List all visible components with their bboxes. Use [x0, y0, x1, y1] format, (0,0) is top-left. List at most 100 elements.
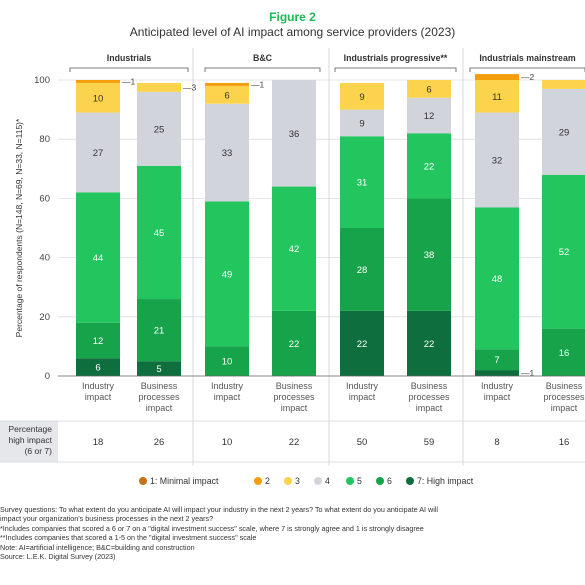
- bar-segment: [205, 346, 249, 376]
- high-impact-value: 59: [424, 437, 435, 448]
- legend-label: 4: [325, 476, 330, 486]
- stacked-bar-chart: Percentage of respondents (N=148, N=69, …: [0, 48, 585, 486]
- bar-segment: [76, 82, 120, 113]
- bar-segment: [205, 82, 249, 86]
- bar-segment: [137, 91, 181, 166]
- bar-value-label: 12: [424, 111, 435, 122]
- bar-segment: [475, 80, 519, 113]
- group-bracket: [204, 67, 321, 72]
- bar-segment: [542, 174, 585, 329]
- bar-value-label: —2: [521, 72, 535, 82]
- x-category-label: Industry: [346, 381, 379, 391]
- bar-segment: [542, 80, 585, 89]
- legend-swatch: [376, 477, 384, 485]
- high-impact-value: 26: [154, 437, 165, 448]
- bar-value-label: 22: [424, 339, 435, 350]
- footnotes: Survey questions: To what extent do you …: [0, 505, 585, 561]
- bar-value-label: 6: [95, 363, 100, 374]
- bar-segment: [407, 97, 451, 134]
- bar-segment: [407, 310, 451, 376]
- bar-value-label: 27: [93, 148, 104, 159]
- legend-swatch: [284, 477, 292, 485]
- x-category-label: processes: [138, 392, 180, 402]
- x-category-label: processes: [543, 392, 585, 402]
- chart-title: Anticipated level of AI impact among ser…: [129, 25, 456, 39]
- bar-value-label: 33: [222, 148, 233, 159]
- high-impact-value: 8: [494, 437, 499, 448]
- bar-segment: [475, 370, 519, 376]
- legend-label: 7: High impact: [417, 476, 474, 486]
- bar-segment: [205, 103, 249, 202]
- bar-value-label: 22: [289, 339, 300, 350]
- x-category-label: impact: [484, 392, 511, 402]
- bar-value-label: 44: [93, 253, 104, 264]
- bar-segment: [137, 361, 181, 376]
- legend-swatch: [406, 477, 414, 485]
- x-category-label: Industry: [211, 381, 244, 391]
- bar-value-label: 12: [93, 336, 104, 347]
- footnote-line: **Includes companies that scored a 1-5 o…: [0, 533, 257, 543]
- bar-segment: [76, 322, 120, 359]
- bar-value-label: —1: [251, 79, 265, 89]
- high-impact-value: 50: [357, 437, 368, 448]
- bar-value-label: —1: [122, 76, 136, 86]
- bar-value-label: 45: [154, 228, 165, 239]
- x-category-label: Business: [546, 381, 583, 391]
- high-impact-row-label: (6 or 7): [25, 446, 53, 456]
- bar-value-label: 48: [492, 274, 503, 285]
- bar-segment: [76, 192, 120, 323]
- legend-label: 5: [357, 476, 362, 486]
- legend-label: 2: [265, 476, 270, 486]
- x-category-label: Industry: [82, 381, 115, 391]
- high-impact-value: 16: [559, 437, 570, 448]
- x-category-label: Industry: [481, 381, 514, 391]
- figure-label: Figure 2: [269, 10, 316, 24]
- legend-label: 3: [295, 476, 300, 486]
- legend-swatch: [346, 477, 354, 485]
- bar-value-label: 10: [93, 93, 104, 104]
- bar-segment: [340, 109, 384, 137]
- bar-value-label: —3: [183, 82, 197, 92]
- bar-segment: [76, 112, 120, 193]
- bar-value-label: 11: [492, 92, 502, 103]
- bar-segment: [542, 328, 585, 376]
- legend-swatch: [139, 477, 147, 485]
- x-category-label: Business: [411, 381, 448, 391]
- x-category-label: impact: [214, 392, 241, 402]
- bar-value-label: 36: [289, 129, 300, 140]
- bar-segment: [475, 112, 519, 208]
- bar-value-label: 52: [559, 247, 570, 258]
- bar-segment: [137, 165, 181, 300]
- group-header: Industrials: [107, 53, 152, 63]
- high-impact-value: 18: [93, 437, 104, 448]
- bar-value-label: 28: [357, 265, 368, 276]
- y-tick-label: 20: [39, 312, 50, 323]
- bar-segment: [475, 207, 519, 350]
- legend-swatch: [314, 477, 322, 485]
- footnote-line: Survey questions: To what extent do you …: [0, 505, 439, 514]
- bar-value-label: 6: [224, 90, 229, 101]
- y-axis-title: Percentage of respondents (N=148, N=69, …: [14, 118, 24, 337]
- bar-value-label: 31: [357, 178, 368, 189]
- high-impact-row-label: high impact: [9, 435, 53, 445]
- bar-segment: [76, 358, 120, 376]
- bar-segment: [137, 299, 181, 362]
- footnote-line: impact your organization's business proc…: [0, 514, 214, 524]
- x-category-label: Business: [276, 381, 313, 391]
- legend-swatch: [254, 477, 262, 485]
- y-tick-label: 80: [39, 134, 50, 145]
- bar-segment: [272, 80, 316, 187]
- footnote-line: *Includes companies that scored a 6 or 7…: [0, 523, 424, 533]
- x-category-label: impact: [551, 403, 578, 413]
- bar-value-label: —1: [521, 368, 535, 378]
- y-tick-label: 100: [34, 75, 50, 86]
- x-category-label: impact: [85, 392, 112, 402]
- legend-label: 1: Minimal impact: [150, 476, 219, 486]
- group-header: B&C: [253, 53, 273, 63]
- x-category-label: processes: [273, 392, 315, 402]
- bar-segment: [76, 80, 120, 83]
- high-impact-value: 22: [289, 437, 300, 448]
- x-category-label: impact: [349, 392, 376, 402]
- x-category-label: Business: [141, 381, 178, 391]
- y-tick-label: 60: [39, 193, 50, 204]
